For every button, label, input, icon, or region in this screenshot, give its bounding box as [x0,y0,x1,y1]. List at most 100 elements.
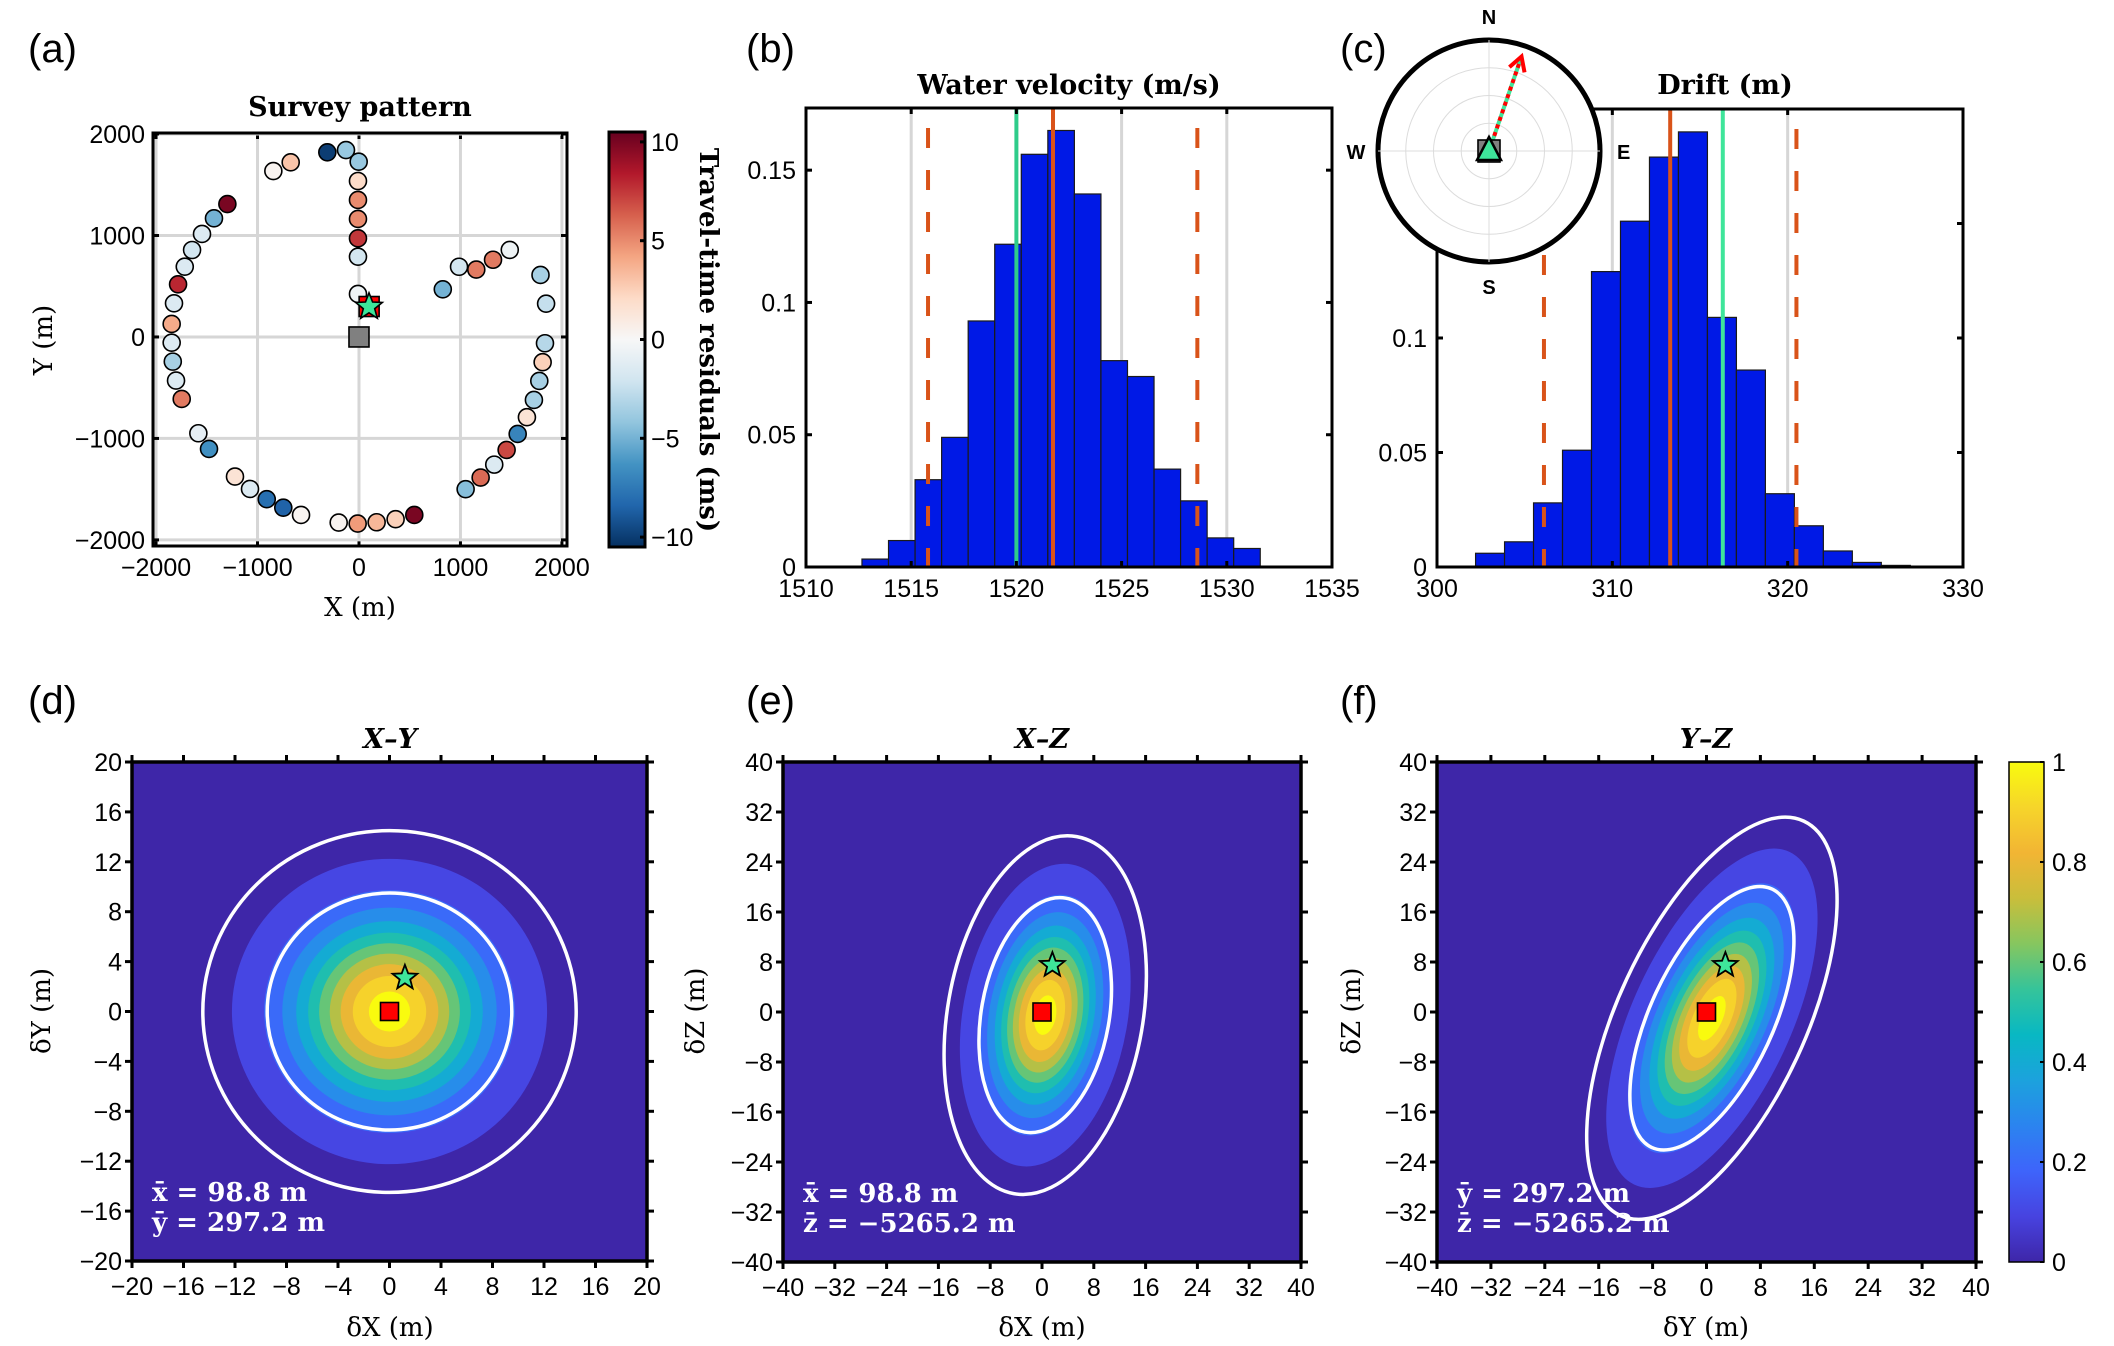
ytick-label-a: 2000 [89,121,145,149]
axes-frame [781,760,1303,1264]
ytick-label: 0 [759,999,773,1027]
xtick-label: 32 [1908,1274,1936,1302]
ytick-label-a: −2000 [75,527,145,555]
xtick-label: 8 [486,1273,500,1301]
colorbar-tick-label-f: 0.4 [2052,1049,2087,1077]
xtick-label: −16 [1577,1274,1619,1302]
ylabel-d: δY (m) [27,968,57,1054]
station-point [536,294,556,313]
compass-label-north: N [1482,7,1496,29]
station-point [348,190,368,210]
ytick-label: 16 [745,899,773,927]
station-point [348,514,367,533]
ytick-label-a: 0 [131,324,145,352]
histogram-bar [1532,502,1564,568]
histogram-bar [1619,220,1651,568]
station-point [162,333,181,352]
ytick-label: 0.05 [747,422,796,450]
xtick-label: 40 [1287,1274,1315,1302]
ytick-label: −8 [1398,1049,1427,1077]
xtick-label-a: −1000 [222,554,292,582]
xtick-label: 24 [1183,1274,1211,1302]
colorbar-tick-label-a: 5 [651,228,665,256]
axes-frame [804,106,1334,569]
reference-position-marker [348,326,370,348]
xtick-label: −32 [814,1274,856,1302]
station-point [162,314,181,334]
panel-f-yz-density: ȳ = 297.2 mz̄ = −5265.2 m −40−40 −32 −32 −2… [1385,749,2087,1302]
station-point [182,240,202,260]
ytick-label: 32 [745,799,773,827]
colorbar-label-a: Travel-time residuals (ms) [693,148,723,532]
histogram-bar [1100,360,1129,568]
histogram-bar [1822,550,1853,568]
histogram-bar [1020,153,1049,568]
title-e: X–Z [1013,724,1070,755]
ytick-label: 0 [1413,554,1427,582]
colorbar-tick-label-f: 0 [2052,1249,2066,1277]
title-f: Y–Z [1680,724,1734,755]
station-point [168,274,188,294]
xtick-label: 16 [1800,1274,1828,1302]
xtick-label: 16 [582,1273,610,1301]
ytick-label: −32 [731,1199,773,1227]
true-position-star-marker [353,290,385,321]
xtick-label: 330 [1942,575,1984,603]
estimated-position-marker [379,1001,400,1022]
colorbar-tick-label-a: 10 [651,129,679,157]
colorbar-tick-label-a: 0 [651,327,665,355]
xtick-label-a: 2000 [534,554,590,582]
station-point [281,153,300,172]
xtick-label: −24 [1524,1274,1567,1302]
xtick-label: −20 [111,1273,153,1301]
histogram-bar [1179,500,1208,568]
xtick-label: −4 [324,1273,353,1301]
station-point [163,352,183,371]
confidence-contour [201,828,578,1195]
xtick-label: 0 [1700,1274,1714,1302]
histogram-bar [941,436,969,568]
panel-label-f: (f) [1340,679,1378,723]
ytick-label: 0.15 [747,157,796,185]
ytick-label: −16 [1385,1099,1427,1127]
ytick-label: 0.1 [1392,325,1427,353]
xtick-label: −40 [1416,1274,1458,1302]
xtick-label: −40 [762,1274,804,1302]
station-point [225,467,245,486]
ytick-label: −40 [1385,1249,1427,1277]
xtick-label-a: 0 [352,554,366,582]
compass-label-east: E [1617,142,1630,164]
xtick-label: 12 [530,1273,558,1301]
station-point [348,209,368,229]
xlabel-f: δY (m) [1663,1313,1749,1343]
colorbar-tick-label-a: −10 [651,524,693,552]
station-point [404,505,424,525]
ytick-label: 40 [745,749,773,777]
ytick-label: 0 [1413,999,1427,1027]
axes-frame [1435,107,1965,569]
compass-label-west: W [1347,142,1366,164]
xlabel-a: X (m) [324,593,396,623]
station-point [348,171,368,191]
mean-position-text: z̄ = −5265.2 m [803,1209,1016,1239]
station-point [336,140,356,160]
histogram-bar [1474,552,1506,568]
station-point [497,440,516,460]
axes-frame [130,760,649,1263]
ytick-label: −24 [731,1149,774,1177]
station-point [189,423,208,443]
xtick-label: 8 [1087,1274,1101,1302]
mean-position-text: z̄ = −5265.2 m [1457,1209,1670,1239]
ytick-label-a: 1000 [89,222,145,250]
station-point [166,371,186,390]
compass-label-south: S [1482,277,1495,299]
xtick-label: 0 [383,1273,397,1301]
ytick-label: 20 [94,749,122,777]
station-point [471,468,490,487]
histogram-bar [1793,525,1824,568]
station-point [386,509,405,529]
xtick-label: 1520 [989,575,1045,603]
station-point [531,265,550,285]
colorbar-f [2008,761,2045,1263]
